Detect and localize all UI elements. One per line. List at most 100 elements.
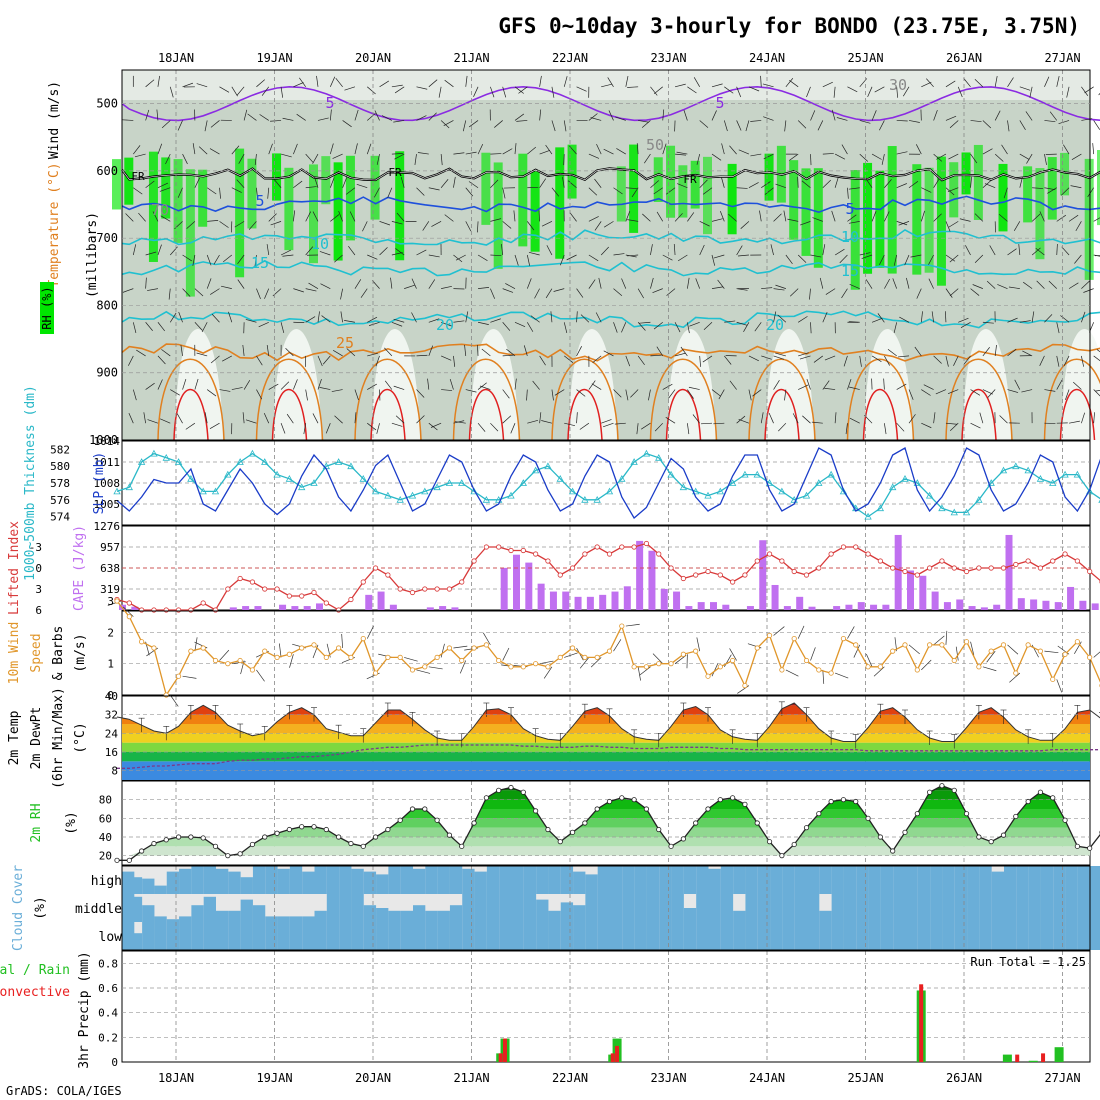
cloud-cell (523, 922, 537, 950)
cloud-cell (203, 896, 216, 922)
wind-barb (926, 78, 934, 88)
wind-barb (293, 288, 304, 293)
cloud-cell (967, 866, 980, 894)
wind-barb (974, 254, 984, 264)
wind-barb (638, 120, 650, 123)
lifted-index-tick-label: 6 (35, 604, 42, 617)
wind-barb (598, 277, 602, 289)
cloud-cell (905, 894, 918, 922)
rh-moist-cell (185, 169, 195, 297)
wind-barb (789, 288, 799, 297)
cloud-cell (683, 922, 697, 950)
wind-barb (1018, 244, 1021, 256)
wind-barb (687, 389, 694, 399)
temp2m-line (116, 702, 1100, 742)
lifted-index-point (299, 593, 305, 599)
rh2m-band (122, 809, 1090, 819)
wind-barb (416, 389, 425, 398)
rh2m-point (766, 839, 773, 845)
cloud-cell (708, 894, 721, 922)
wind-barb (1013, 221, 1021, 232)
wind-barb (763, 153, 774, 160)
wind-barb (859, 120, 871, 124)
cloud-cell (708, 922, 721, 950)
wind-barb (1048, 280, 1057, 289)
cloud-cell (388, 866, 401, 894)
lifted-index-point (212, 607, 219, 613)
precip-convective-bar (610, 1053, 615, 1062)
wind-barb (473, 86, 479, 97)
wind-barb (602, 422, 614, 428)
upper-air-frame (121, 69, 1091, 441)
rh2m-point (693, 820, 699, 826)
wind-barb (580, 314, 590, 323)
wind-barb (607, 77, 614, 88)
cloud-cell (474, 894, 487, 922)
rh2m-frame (121, 780, 1091, 866)
wind-barb (502, 288, 514, 293)
contour-label: 5 (255, 192, 264, 210)
wind-barb (865, 178, 873, 188)
wind-barb (321, 315, 331, 323)
rh-moist-cell (936, 156, 946, 286)
cloud-cell (216, 910, 229, 922)
wind10m-point (877, 664, 883, 670)
rh-moist-cell (1023, 166, 1033, 223)
rh2m-point (890, 848, 896, 854)
wind-barb (724, 355, 732, 365)
dewpt2m-label: 2m DewPt (29, 707, 44, 770)
wind-barb (178, 311, 183, 323)
wind-barb (1083, 288, 1094, 293)
thickness-point (273, 470, 281, 478)
wind-barb (674, 352, 686, 357)
wind-barb (322, 355, 331, 365)
cape-bar (574, 596, 582, 610)
rh2m-point (643, 806, 650, 812)
wind-barb (648, 389, 651, 401)
wind-barb (1044, 76, 1050, 87)
rh-moist-cell (309, 164, 318, 264)
wind-barb (773, 380, 780, 390)
thickness-point (125, 483, 133, 491)
cape-bar (1067, 586, 1075, 610)
wind-barb (810, 254, 822, 258)
cloud-cell (720, 894, 734, 922)
isotherm-orange-loop (157, 358, 225, 441)
wind-barb (427, 378, 430, 390)
wind-barb (462, 120, 467, 132)
cloud-cell (745, 866, 758, 894)
cloud-cell (720, 922, 734, 950)
wind-barb (222, 254, 233, 263)
cloud-cell (893, 894, 906, 922)
lifted-index-point (816, 565, 822, 571)
wind-barb (608, 110, 614, 121)
wind-barb (673, 244, 676, 256)
rh2m-point (422, 806, 428, 812)
wind-barb (231, 187, 242, 193)
rh-moist-cell (481, 152, 491, 225)
wind-barb (736, 86, 742, 98)
pressure-tick-label: 800 (96, 298, 118, 312)
wind-barb (665, 417, 676, 424)
wind-barb (564, 422, 576, 427)
wind-barb (621, 278, 627, 289)
wind-barb (132, 389, 137, 401)
cloud-cell (363, 922, 377, 950)
cape-bar (525, 562, 533, 610)
wind10m-barb (908, 644, 920, 655)
wind-barb (263, 413, 270, 424)
wind-barb (1060, 315, 1070, 323)
wind10m-barb (312, 644, 319, 659)
thickness-point (137, 458, 146, 465)
wind-barb (1075, 221, 1082, 232)
wind-barb (680, 346, 688, 357)
wind-barb (145, 180, 155, 189)
wind10m-point (853, 642, 859, 648)
wind-barb (293, 82, 304, 88)
wind10m-barb (1074, 641, 1082, 655)
wind-barb (616, 148, 626, 155)
lifted-index-point (693, 572, 699, 578)
wind-barb (428, 254, 440, 258)
wind-barb (182, 82, 194, 88)
wind-barb (176, 413, 183, 424)
